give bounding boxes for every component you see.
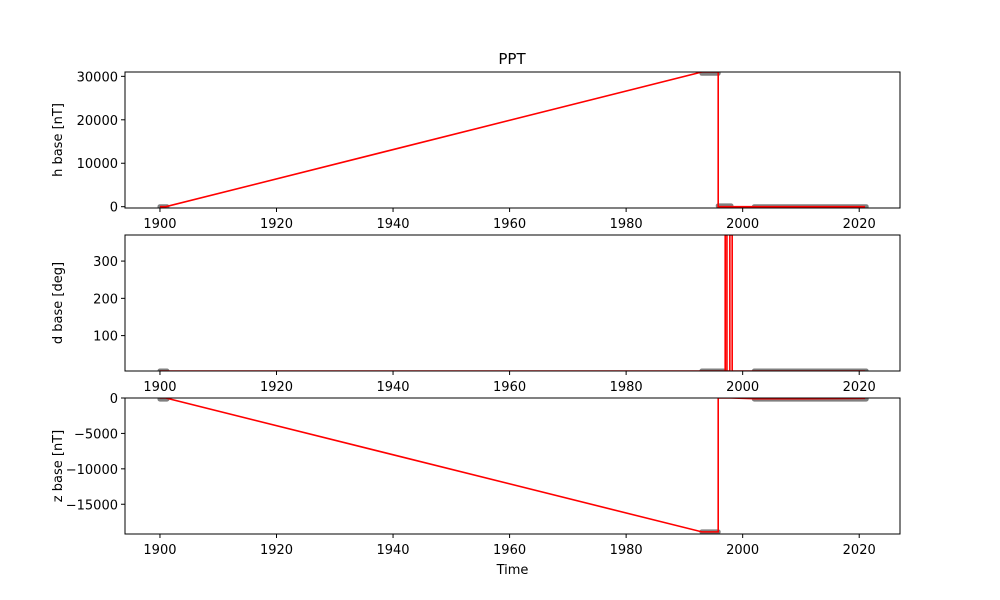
panel-3: 1900 1920 1940 1960 1980 2000 2020 0 −5000 −10000… <box>51 392 901 578</box>
x-tick-label: 1920 <box>260 543 293 558</box>
x-tick-label: 1900 <box>143 543 176 558</box>
x-tick-label: 1900 <box>143 217 176 232</box>
x-tick-label: 1960 <box>493 380 526 395</box>
y-tick-label: 30000 <box>77 70 118 85</box>
x-tick-label: 2020 <box>843 543 876 558</box>
x-tick-label: 1920 <box>260 380 293 395</box>
x-tick-label: 2000 <box>726 217 759 232</box>
panels: 1900 1920 1940 1960 1980 2000 2020010000200003… <box>51 70 901 578</box>
chart-title: PPT <box>498 50 526 68</box>
series-line-1 <box>159 398 866 533</box>
x-tick-label: 1940 <box>376 217 409 232</box>
y-tick-label: 200 <box>93 292 118 307</box>
x-tick-label: 1960 <box>493 217 526 232</box>
axes-frame <box>124 71 901 209</box>
y-tick-label: 10000 <box>77 157 118 172</box>
x-axis-label: Time <box>496 563 529 578</box>
x-tick-label: 1920 <box>260 217 293 232</box>
x-tick-label: 1980 <box>610 217 643 232</box>
x-tick-label: 2020 <box>843 217 876 232</box>
panel-2: 1900 1920 1940 1960 1980 2000 2020 100 200 300 d b… <box>51 234 901 395</box>
axes-frame <box>124 234 901 372</box>
y-axis-label: d base [deg] <box>51 262 66 344</box>
y-tick-label: −15000 <box>66 498 118 513</box>
y-tick-label: 0 <box>110 201 118 216</box>
axes-frame <box>124 397 901 535</box>
x-tick-label: 2000 <box>726 543 759 558</box>
series-line-1 <box>159 235 866 371</box>
y-tick-label: −5000 <box>74 427 118 442</box>
x-tick-label: 1960 <box>493 543 526 558</box>
x-tick-label: 1940 <box>376 380 409 395</box>
x-tick-label: 1980 <box>610 543 643 558</box>
x-tick-label: 1940 <box>376 543 409 558</box>
series-line-1 <box>159 72 866 208</box>
x-tick-label: 2020 <box>843 380 876 395</box>
y-tick-label: −10000 <box>66 463 118 478</box>
y-axis-label: z base [nT] <box>51 430 66 502</box>
y-tick-label: 300 <box>93 255 118 270</box>
x-tick-label: 2000 <box>726 380 759 395</box>
y-tick-label: 100 <box>93 330 118 345</box>
y-tick-label: 0 <box>110 392 118 407</box>
y-tick-label: 20000 <box>77 114 118 129</box>
panel-1: 1900 1920 1940 1960 1980 2000 2020 0 10000 20000 3… <box>51 70 901 232</box>
x-tick-label: 1980 <box>610 380 643 395</box>
x-tick-label: 1900 <box>143 380 176 395</box>
y-axis-label: h base [nT] <box>51 103 66 177</box>
